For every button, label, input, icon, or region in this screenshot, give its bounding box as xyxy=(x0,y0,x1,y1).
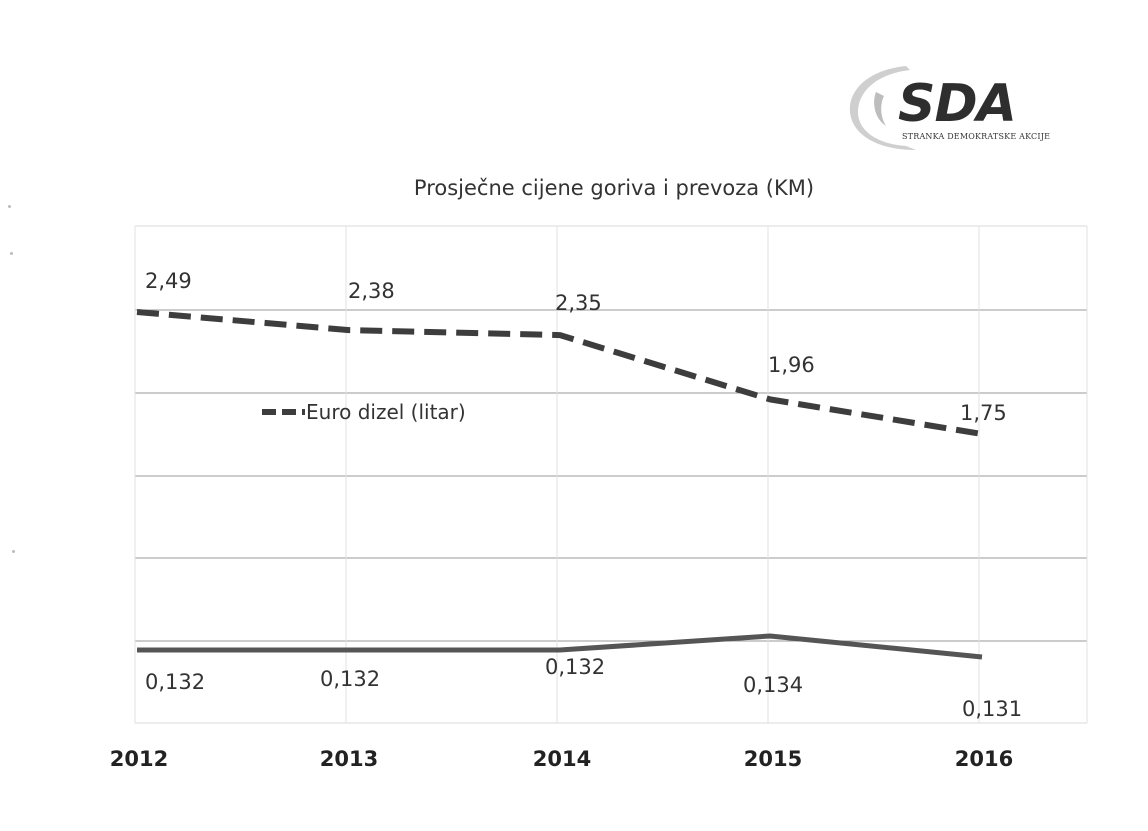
data-label: 0,132 xyxy=(320,667,380,691)
x-tick-label: 2013 xyxy=(320,747,378,771)
chart-title: Prosječne cijene goriva i prevoza (KM) xyxy=(413,176,815,200)
sda-logo: SDA STRANKA DEMOKRATSKE AKCIJE xyxy=(846,62,1076,154)
x-tick-label: 2012 xyxy=(110,747,168,771)
data-label: 1,96 xyxy=(768,353,815,377)
data-label: 2,38 xyxy=(348,279,395,303)
logo-text: SDA xyxy=(898,74,1017,134)
scan-speck xyxy=(12,550,15,553)
data-label: 2,35 xyxy=(555,291,602,315)
data-label: 0,131 xyxy=(962,697,1022,721)
data-label: 0,132 xyxy=(145,670,205,694)
x-tick-label: 2014 xyxy=(533,747,591,771)
logo-swoosh-icon xyxy=(849,66,916,150)
scan-speck xyxy=(8,205,11,208)
data-label: 2,49 xyxy=(145,269,192,293)
logo-subtitle: STRANKA DEMOKRATSKE AKCIJE xyxy=(902,132,1051,141)
data-label: 1,75 xyxy=(960,401,1007,425)
series-line-euro-dizel xyxy=(136,309,983,437)
x-tick-label: 2015 xyxy=(744,747,802,771)
series-line-transport xyxy=(137,633,983,660)
x-tick-label: 2016 xyxy=(955,747,1013,771)
legend-label: Euro dizel (litar) xyxy=(306,400,466,424)
data-label: 0,132 xyxy=(545,655,605,679)
data-label: 0,134 xyxy=(743,673,803,697)
scan-speck xyxy=(10,252,13,255)
